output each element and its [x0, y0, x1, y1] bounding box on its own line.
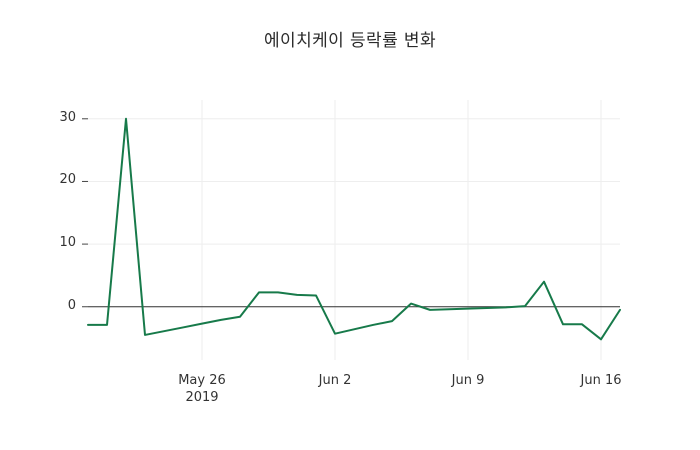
y-tick-label: 10 [59, 235, 76, 251]
x-tick-label: Jun 2 [285, 372, 385, 389]
vertical-gridlines [201, 100, 602, 360]
x-tick-label-year: 2019 [185, 390, 219, 405]
y-tick-label: 20 [59, 172, 76, 188]
horizontal-gridlines [88, 118, 620, 308]
x-tick-label: Jun 9 [418, 372, 518, 389]
x-tick-label-main: Jun 2 [318, 373, 352, 388]
y-tick-label: 30 [59, 109, 76, 125]
chart-title: 에이치케이 등락률 변화 [263, 31, 436, 51]
x-tick-label: May 26 2019 [152, 372, 252, 406]
x-tick-label-main: May 26 [178, 373, 226, 388]
x-tick-label-main: Jun 16 [580, 373, 622, 388]
data-series-line [87, 117, 621, 341]
y-tick-marks [82, 118, 88, 308]
x-tick-label: Jun 16 [551, 372, 651, 389]
y-tick-label: 0 [67, 297, 76, 313]
x-tick-label-main: Jun 9 [451, 373, 485, 388]
